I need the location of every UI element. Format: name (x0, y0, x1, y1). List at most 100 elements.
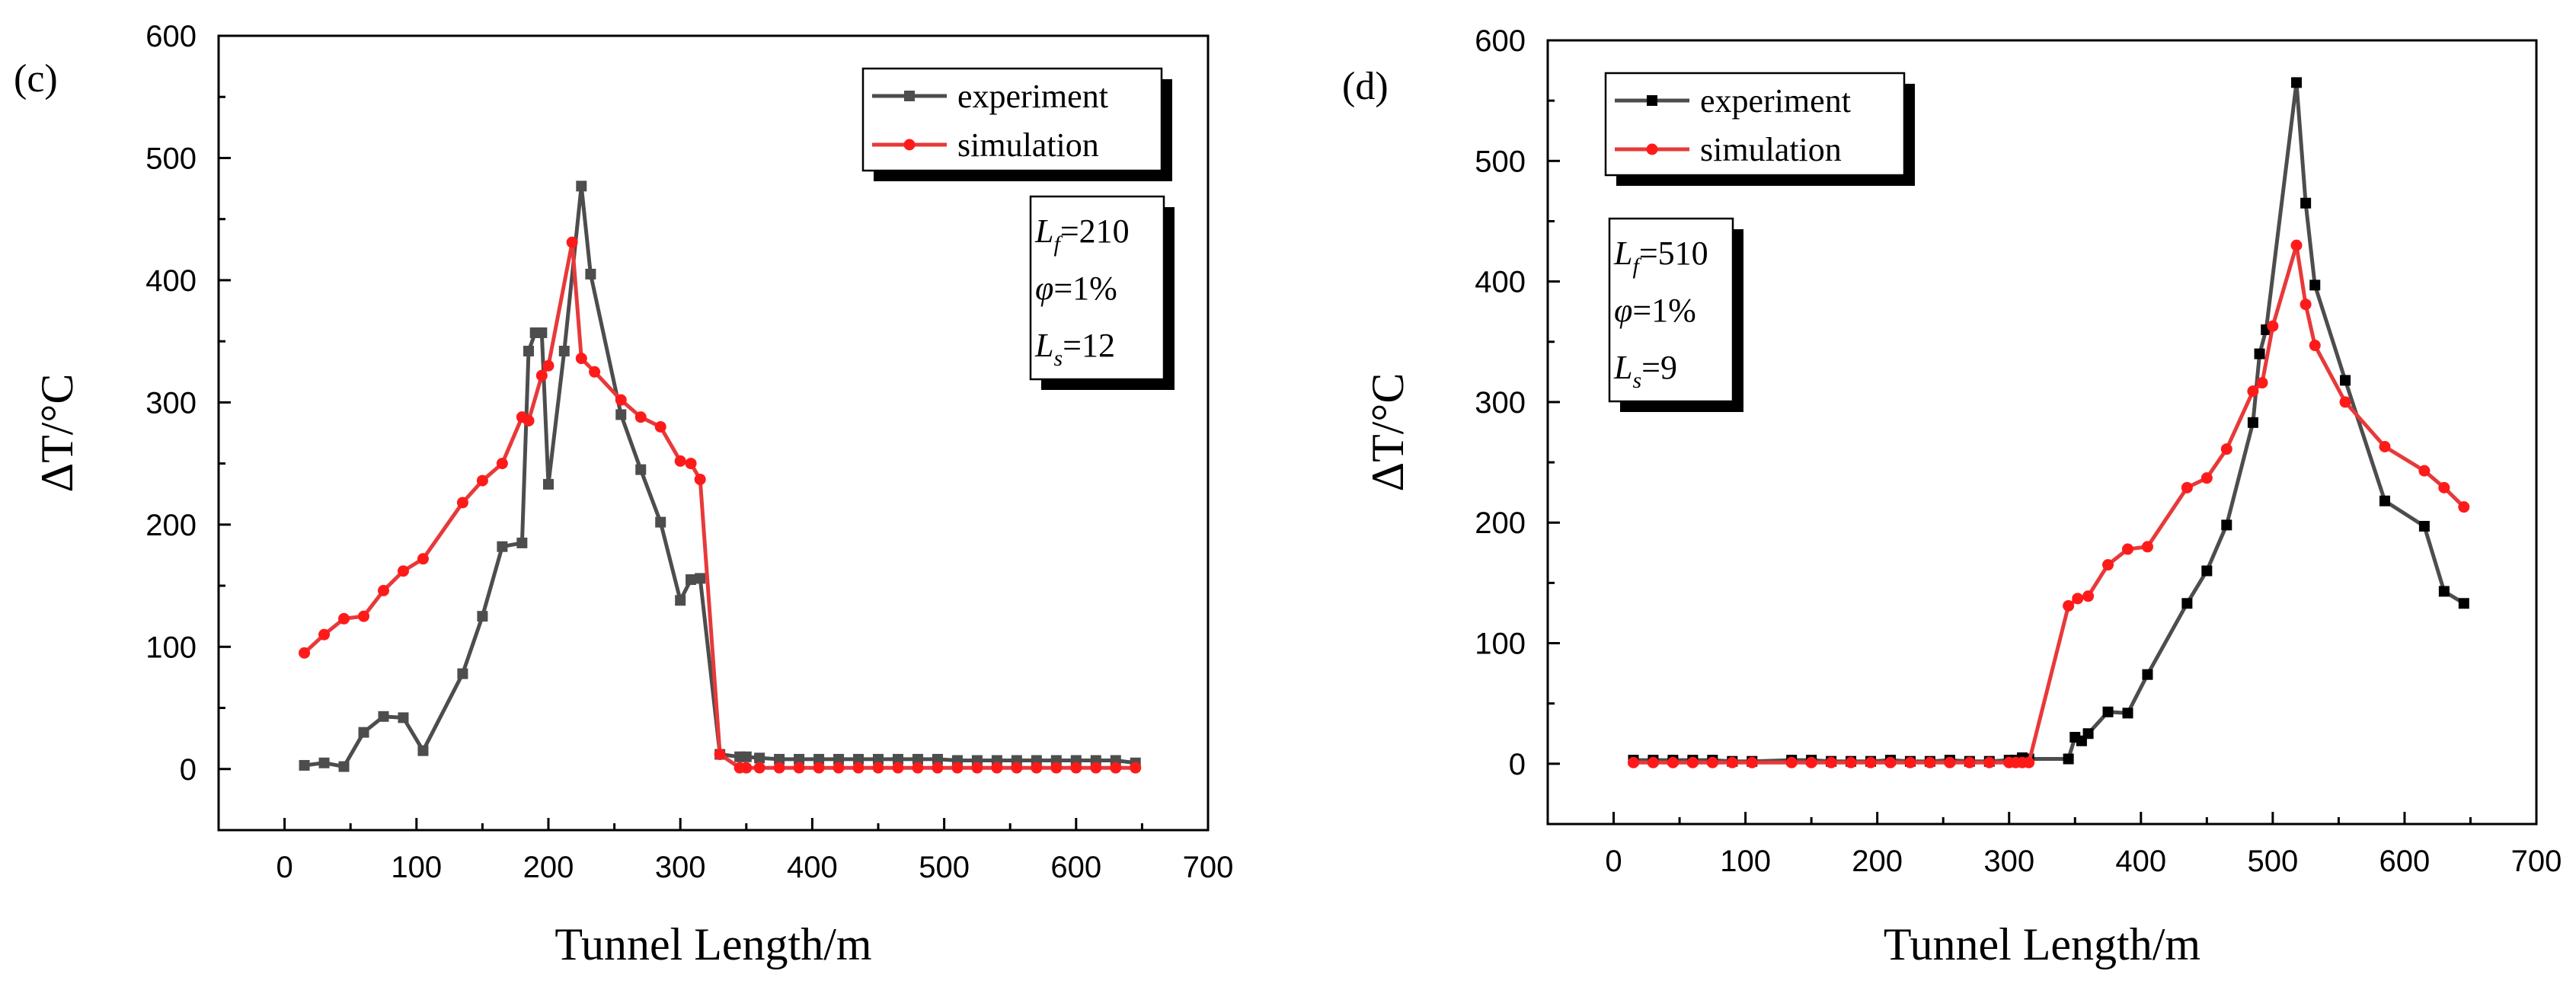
data-point-simulation (456, 497, 468, 509)
data-point-simulation (1686, 756, 1699, 768)
data-point-simulation (1110, 762, 1122, 774)
series-experiment (299, 180, 1141, 772)
parameter-symbol: L (1034, 212, 1053, 250)
parameter-line: Lf=510 (1613, 235, 1708, 279)
y-tick-label: 500 (145, 142, 197, 175)
series-simulation (299, 236, 1142, 774)
data-point-simulation (299, 647, 311, 659)
data-point-experiment (2340, 375, 2351, 386)
x-tick-label: 100 (1720, 845, 1771, 878)
data-point-experiment (686, 574, 697, 586)
parameter-box-frame (1608, 217, 1734, 403)
data-point-experiment (516, 537, 528, 548)
data-point-simulation (358, 610, 370, 622)
data-point-experiment (2122, 708, 2133, 719)
series-line-experiment (304, 184, 1136, 769)
data-point-simulation (575, 353, 587, 365)
y-tick-label: 0 (1509, 748, 1526, 781)
data-point-simulation (417, 553, 429, 565)
x-tick-label: 300 (655, 851, 706, 884)
chart-panel-d: 0 100 200 300 400 500 600 0 100 200 300 400 500 600 70… (1342, 24, 2562, 969)
data-point-simulation (1050, 762, 1063, 774)
data-point-experiment (2142, 669, 2153, 680)
data-point-simulation (1706, 756, 1718, 768)
data-point-experiment (585, 268, 596, 279)
data-point-experiment (655, 516, 666, 528)
data-point-simulation (2458, 501, 2470, 513)
data-point-experiment (457, 668, 468, 679)
data-point-experiment (774, 753, 785, 765)
y-tick-label: 400 (1475, 266, 1526, 299)
data-point-simulation (685, 458, 697, 470)
y-tick-label: 400 (145, 264, 197, 298)
data-point-simulation (1031, 762, 1043, 774)
data-point-simulation (318, 628, 331, 640)
y-tick-label: 500 (1475, 145, 1526, 178)
legend-box (1604, 72, 1906, 177)
data-point-experiment (2221, 519, 2232, 531)
data-point-experiment (2309, 279, 2321, 291)
legend-marker-simulation (903, 139, 916, 151)
data-point-simulation (496, 458, 508, 470)
data-point-experiment (2247, 417, 2258, 428)
legend-label-simulation: simulation (957, 126, 1099, 164)
data-point-simulation (912, 762, 924, 774)
parameter-value: =510 (1639, 235, 1708, 272)
data-point-simulation (674, 455, 686, 467)
plot-frame (217, 34, 1210, 832)
legend-label-experiment: experiment (957, 78, 1108, 115)
data-point-simulation (2063, 599, 2075, 612)
y-tick-label: 600 (145, 20, 197, 53)
data-point-simulation (2141, 541, 2153, 553)
data-point-experiment (2438, 586, 2450, 597)
data-point-experiment (536, 327, 548, 338)
data-point-simulation (1944, 756, 1956, 768)
y-tick-label: 200 (1475, 506, 1526, 540)
data-point-simulation (1726, 756, 1738, 768)
parameter-value: =210 (1060, 212, 1130, 250)
chart-panel-c: 0 100 200 300 400 500 600 0 100 200 300 400 500 600 70… (14, 20, 1233, 969)
data-point-experiment (695, 573, 706, 584)
parameter-value: =1% (1632, 292, 1695, 329)
data-point-simulation (615, 394, 627, 406)
data-point-experiment (497, 541, 508, 552)
data-point-simulation (1964, 756, 1976, 768)
data-point-simulation (2102, 559, 2114, 571)
data-point-experiment (417, 745, 429, 756)
data-point-simulation (833, 762, 845, 774)
data-point-simulation (542, 359, 555, 372)
data-point-experiment (754, 752, 765, 764)
data-point-simulation (1627, 756, 1639, 768)
x-tick-label: 400 (2115, 845, 2166, 878)
legend-marker-simulation (1646, 143, 1658, 155)
legend-label-simulation: simulation (1700, 131, 1842, 168)
y-tick-label: 300 (1475, 386, 1526, 420)
parameter-value: =12 (1063, 327, 1115, 364)
x-tick-label: 100 (391, 851, 442, 884)
data-point-simulation (1924, 756, 1936, 768)
parameter-symbol: L (1613, 235, 1632, 272)
parameter-line: φ=1% (1035, 270, 1117, 307)
data-point-simulation (793, 762, 805, 774)
data-point-simulation (852, 762, 865, 774)
parameter-line: Lf=210 (1034, 212, 1130, 257)
data-point-simulation (338, 612, 350, 624)
data-point-simulation (1090, 762, 1102, 774)
y-tick-label: 600 (1475, 24, 1526, 58)
legend-label-experiment: experiment (1700, 82, 1851, 120)
x-tick-label: 600 (1050, 851, 1101, 884)
x-axis-title: Tunnel Length/m (555, 919, 871, 969)
x-tick-label: 500 (2247, 845, 2298, 878)
y-tick-label: 0 (180, 753, 197, 787)
data-point-simulation (2200, 472, 2213, 484)
data-point-simulation (566, 236, 578, 248)
data-point-experiment (558, 345, 570, 356)
parameter-line: φ=1% (1614, 292, 1696, 329)
data-point-simulation (991, 762, 1003, 774)
data-point-experiment (523, 345, 535, 356)
data-point-simulation (1746, 756, 1758, 768)
data-point-experiment (477, 611, 488, 622)
